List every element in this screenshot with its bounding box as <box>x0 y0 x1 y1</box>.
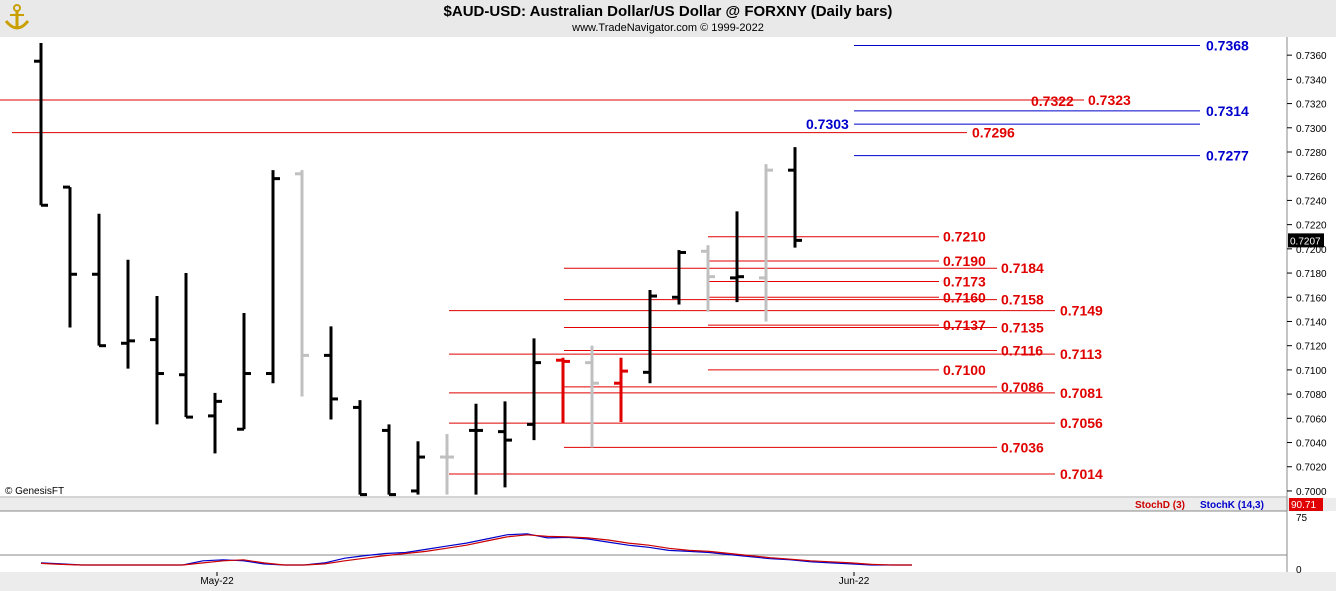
level-label: 0.7173 <box>943 274 986 290</box>
level-label: 0.7190 <box>943 253 986 269</box>
stoch-y-label: 0 <box>1296 565 1302 576</box>
chart-subtitle: www.TradeNavigator.com © 1999-2022 <box>572 22 764 34</box>
stoch-series-line <box>40 533 912 566</box>
y-tick-label: 0.7340 <box>1296 75 1327 86</box>
stoch-legend-label: StochK (14,3) <box>1200 500 1264 511</box>
stoch-series-line <box>40 534 912 566</box>
last-price-box <box>1288 233 1324 248</box>
x-tick-label: May-22 <box>200 576 234 587</box>
y-tick-label: 0.7160 <box>1296 293 1327 304</box>
level-label: 0.7116 <box>1001 343 1043 359</box>
level-label: 0.7314 <box>1206 103 1249 119</box>
level-label: 0.7086 <box>1001 379 1044 395</box>
last-price-label: 0.7207 <box>1290 236 1321 247</box>
y-tick-label: 0.7320 <box>1296 100 1327 111</box>
y-tick-label: 0.7040 <box>1296 439 1327 450</box>
stoch-y-label: 75 <box>1296 513 1308 524</box>
x-axis-bar <box>0 572 1336 591</box>
level-label: 0.7137 <box>943 317 986 333</box>
level-label: 0.7158 <box>1001 292 1044 308</box>
level-label: 0.7296 <box>972 125 1015 141</box>
y-tick-label: 0.7180 <box>1296 269 1327 280</box>
x-tick-label: Jun-22 <box>839 576 870 587</box>
stoch-legend-bar <box>0 498 1336 511</box>
y-tick-label: 0.7120 <box>1296 342 1327 353</box>
level-label: 0.7135 <box>1001 320 1044 336</box>
anchor-logo-icon <box>4 3 30 38</box>
y-tick-label: 0.7060 <box>1296 414 1327 425</box>
genesis-credit: © GenesisFT <box>5 486 65 497</box>
chart-header <box>0 0 1336 37</box>
y-tick-label: 0.7080 <box>1296 390 1327 401</box>
y-tick-label: 0.7000 <box>1296 487 1327 498</box>
y-tick-label: 0.7220 <box>1296 221 1327 232</box>
y-tick-label: 0.7260 <box>1296 172 1327 183</box>
level-label: 0.7149 <box>1060 303 1103 319</box>
y-tick-label: 0.7140 <box>1296 317 1327 328</box>
stoch-last-box <box>1289 498 1323 511</box>
level-label: 0.7210 <box>943 229 986 245</box>
y-tick-label: 0.7300 <box>1296 124 1327 135</box>
level-label: 0.7036 <box>1001 439 1044 455</box>
level-label: 0.7081 <box>1060 385 1103 401</box>
level-label: 0.7277 <box>1206 148 1249 164</box>
y-tick-label: 0.7020 <box>1296 463 1327 474</box>
y-tick-label: 0.7240 <box>1296 196 1327 207</box>
y-tick-label: 0.7200 <box>1296 245 1327 256</box>
stoch-legend-label: StochD (3) <box>1135 500 1185 511</box>
level-label: 0.7100 <box>943 362 986 378</box>
y-tick-label: 0.7100 <box>1296 366 1327 377</box>
level-label: 0.7113 <box>1060 346 1102 362</box>
y-tick-label: 0.7280 <box>1296 148 1327 159</box>
level-label: 0.7303 <box>806 116 849 132</box>
level-label: 0.7368 <box>1206 37 1249 53</box>
level-label: 0.7323 <box>1088 92 1131 108</box>
level-label: 0.7322 <box>1031 93 1074 109</box>
y-tick-label: 0.7360 <box>1296 51 1327 62</box>
chart-title: $AUD-USD: Australian Dollar/US Dollar @ … <box>443 3 893 20</box>
level-label: 0.7184 <box>1001 260 1044 276</box>
level-label: 0.7056 <box>1060 415 1103 431</box>
level-label: 0.7160 <box>943 289 986 305</box>
level-label: 0.7014 <box>1060 466 1103 482</box>
stoch-last-label: 90.71 <box>1291 500 1316 511</box>
